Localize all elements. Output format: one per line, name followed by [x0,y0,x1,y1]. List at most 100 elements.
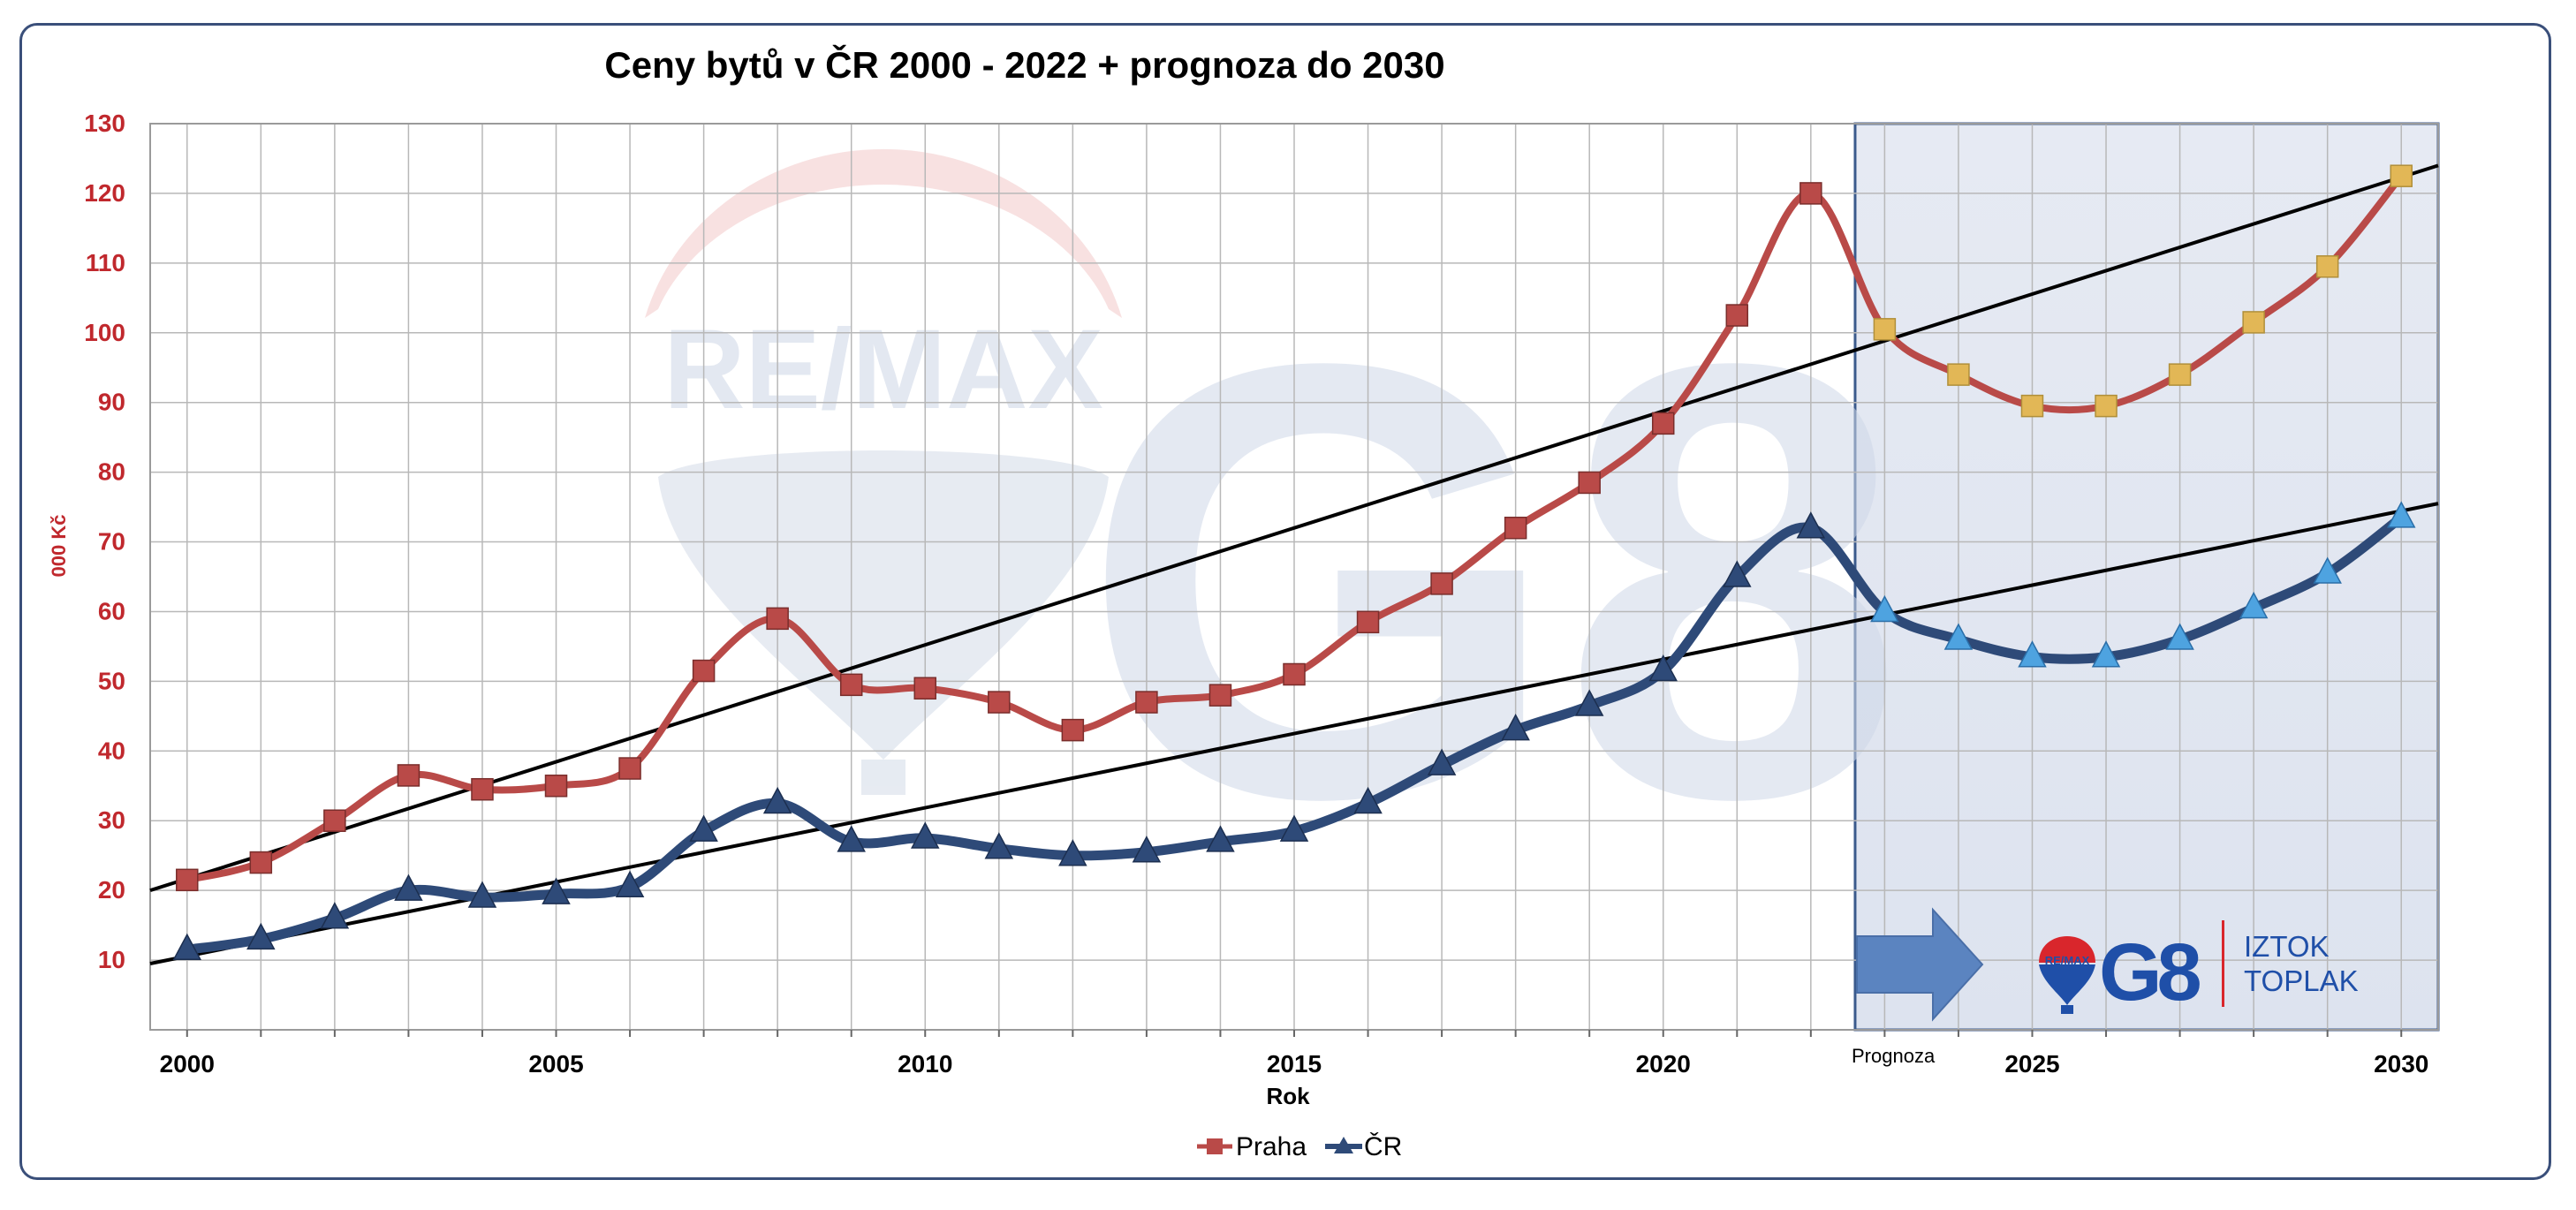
y-tick-label: 20 [98,876,125,904]
watermark-g8-text: G8 [1080,236,1905,926]
y-tick-label: 50 [98,667,125,694]
y-tick-label: 40 [98,737,125,764]
data-point-cr [1574,689,1604,716]
data-point-cr [320,902,350,929]
data-point-praha [2168,363,2192,386]
y-tick-label: 60 [98,597,125,624]
data-point-praha [471,777,494,801]
x-axis-title: Rok [1266,1083,1310,1109]
data-point-cr [1279,814,1309,842]
data-point-cr [1648,654,1678,682]
y-tick-label: 130 [84,110,125,137]
data-point-cr [542,877,571,904]
data-point-praha [692,659,716,683]
data-point-praha [1651,412,1675,435]
data-point-cr [1353,786,1383,814]
data-point-cr [984,832,1014,859]
data-point-praha [2315,255,2339,278]
data-point-praha [323,809,346,832]
data-point-cr [911,821,940,849]
data-point-cr [615,870,645,897]
data-point-cr [2018,640,2047,668]
data-point-praha [1504,517,1527,540]
y-tick-label: 110 [86,249,125,276]
y-tick-label: 30 [98,806,125,834]
brand-logo: RE/MAX G8 IZTOK TOPLAK [2039,920,2359,1017]
data-point-praha [1283,662,1306,686]
data-point-praha [1135,691,1158,714]
x-tick-label: 2000 [160,1050,215,1078]
data-point-praha [176,868,199,892]
forecast-label: Prognoza [1852,1045,1936,1067]
trendline-1 [149,502,2439,965]
data-point-cr [2313,556,2342,584]
data-point-praha [1873,318,1897,341]
data-point-praha [1799,182,1822,205]
logo-divider [2222,920,2224,1007]
x-tick-label: 2020 [1636,1050,1691,1078]
data-point-cr [1427,748,1457,775]
data-point-praha [2390,164,2413,187]
data-point-praha [2020,394,2044,418]
agent-name-line1: IZTOK [2244,930,2330,963]
x-tick-label: 2025 [2004,1050,2059,1078]
data-point-cr [467,881,497,908]
data-point-cr [762,786,792,814]
data-point-praha [913,677,937,700]
data-point-cr [1132,836,1162,863]
data-point-praha [1578,471,1601,495]
y-tick-label: 80 [98,458,125,486]
forecast-arrow-icon [1856,907,1984,1022]
agent-name-line2: TOPLAK [2244,964,2359,997]
data-point-cr [2165,623,2194,650]
legend-praha-marker [1207,1138,1223,1154]
data-point-cr [837,825,866,852]
x-tick-label: 2015 [1267,1050,1322,1078]
data-point-cr [1796,511,1826,539]
data-point-praha [618,757,641,780]
x-tick-label: 2010 [898,1050,952,1078]
data-point-cr [1501,714,1530,741]
g8-logo-text: G8 [2099,927,2201,1017]
data-point-praha [766,607,789,631]
legend-cr-label: ČR [1364,1131,1402,1161]
legend-praha-label: Praha [1236,1132,1307,1161]
data-point-praha [397,764,420,787]
data-point-cr [2239,591,2269,619]
x-tick-label: 2005 [528,1050,583,1078]
data-point-cr [1870,594,1899,623]
data-point-praha [1356,610,1380,634]
series-layer [172,164,2416,960]
data-point-praha [2242,311,2265,334]
data-point-cr [394,873,423,901]
trendline-0 [149,163,2439,893]
remax-balloon-icon [2039,936,2095,963]
data-point-cr [172,933,202,960]
y-tick-label: 70 [98,528,125,556]
data-point-cr [2091,640,2121,668]
remax-logo-text: RE/MAX [2045,954,2090,967]
data-point-cr [1058,839,1087,866]
data-point-praha [2095,394,2118,418]
data-point-praha [1061,718,1085,742]
data-point-praha [544,775,568,798]
data-point-praha [1725,304,1749,327]
data-point-cr [689,814,718,842]
watermark-remax-text: RE/MAX [663,306,1103,433]
y-tick-label: 100 [84,319,125,346]
x-tick-label: 2030 [2374,1050,2428,1078]
data-point-cr [1943,623,1974,650]
data-point-cr [1206,825,1235,852]
legend: Praha ČR [1197,1131,1402,1161]
data-point-praha [1208,684,1232,707]
trendlines [149,163,2439,965]
data-point-praha [839,673,863,697]
chart-title: Ceny bytů v ČR 2000 - 2022 + prognoza do… [604,43,1444,86]
data-point-cr [1723,560,1752,587]
data-point-cr [2386,501,2416,528]
watermark-logo: RE/MAX G8 [645,148,1905,926]
data-point-praha [1430,572,1453,595]
y-tick-label: 10 [98,946,125,973]
